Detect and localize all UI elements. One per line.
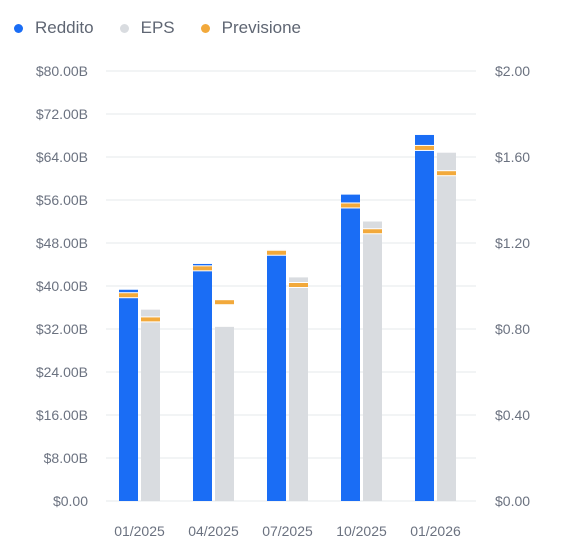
eps-bar[interactable]: [141, 309, 160, 501]
x-tick-label: 07/2025: [262, 523, 313, 539]
y-left-tick-label: $40.00B: [36, 278, 88, 294]
legend-label-reddito: Reddito: [35, 18, 94, 37]
legend-swatch-eps: [119, 23, 129, 33]
y-right-tick-label: $0.80: [495, 321, 530, 337]
y-left-tick-label: $24.00B: [36, 364, 88, 380]
reddito-bar[interactable]: [193, 263, 212, 501]
y-left-tick-label: $32.00B: [36, 321, 88, 337]
legend-item-eps[interactable]: EPS: [119, 18, 175, 38]
forecast-marker[interactable]: [215, 300, 234, 305]
forecast-marker[interactable]: [289, 283, 308, 287]
chart-legend: Reddito EPS Previsione: [14, 16, 327, 40]
y-right-tick-label: $0.00: [495, 493, 530, 509]
forecast-marker[interactable]: [437, 171, 456, 176]
y-left-tick-label: $0.00: [53, 493, 88, 509]
y-left-tick-label: $16.00B: [36, 407, 88, 423]
legend-item-previsione[interactable]: Previsione: [200, 18, 302, 38]
eps-bar[interactable]: [289, 277, 308, 501]
legend-swatch-reddito: [14, 23, 23, 33]
y-left-tick-label: $48.00B: [36, 235, 88, 251]
forecast-marker[interactable]: [267, 250, 286, 255]
legend-swatch-previsione: [200, 23, 210, 33]
reddito-bar[interactable]: [415, 134, 434, 501]
y-right-tick-label: $1.60: [495, 149, 530, 165]
x-tick-label: 10/2025: [336, 523, 387, 539]
reddito-bar[interactable]: [267, 249, 286, 501]
eps-bar[interactable]: [363, 221, 382, 502]
forecast-marker[interactable]: [119, 293, 138, 298]
forecast-marker[interactable]: [363, 229, 382, 234]
y-left-tick-label: $8.00B: [44, 450, 88, 466]
x-tick-label: 04/2025: [188, 523, 239, 539]
y-left-tick-label: $56.00B: [36, 192, 88, 208]
forecast-marker[interactable]: [141, 317, 160, 322]
eps-bar[interactable]: [215, 326, 234, 501]
eps-bar[interactable]: [437, 152, 456, 501]
legend-item-reddito[interactable]: Reddito: [14, 18, 94, 38]
legend-label-eps: EPS: [140, 18, 175, 37]
y-left-tick-label: $72.00B: [36, 106, 88, 122]
x-tick-label: 01/2025: [114, 523, 165, 539]
y-left-tick-label: $64.00B: [36, 149, 88, 165]
forecast-marker[interactable]: [415, 145, 434, 150]
reddito-bar[interactable]: [341, 194, 360, 501]
y-right-tick-label: $2.00: [495, 63, 530, 79]
y-left-tick-label: $80.00B: [36, 63, 88, 79]
forecast-marker[interactable]: [341, 203, 360, 208]
legend-label-previsione: Previsione: [221, 18, 302, 37]
y-right-tick-label: $1.20: [495, 235, 530, 251]
reddito-bar[interactable]: [119, 289, 138, 501]
x-tick-label: 01/2026: [410, 523, 461, 539]
forecast-marker[interactable]: [193, 266, 212, 271]
y-right-tick-label: $0.40: [495, 407, 530, 423]
